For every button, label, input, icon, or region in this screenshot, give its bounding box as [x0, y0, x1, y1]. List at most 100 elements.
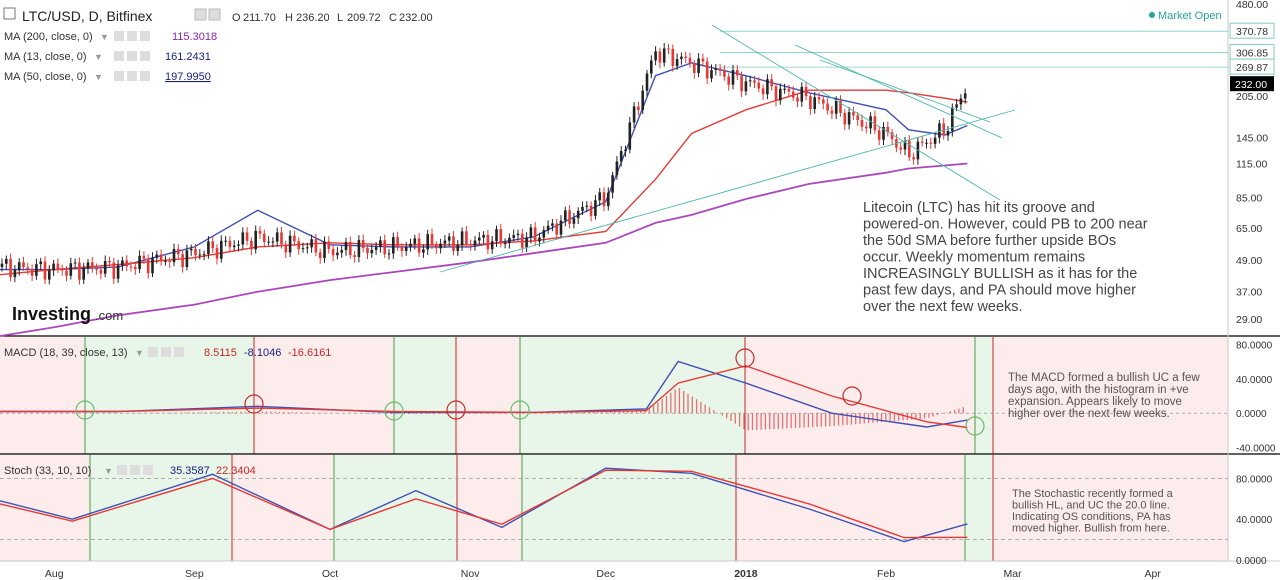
macd-annotation: The MACD formed a bullish UC a few days a…: [1008, 372, 1200, 420]
time-tick-label: Apr: [1145, 568, 1162, 580]
candle-body: [318, 252, 322, 259]
candle-body: [443, 240, 447, 244]
candle-body: [890, 132, 894, 140]
price-tick-label: 205.00: [1236, 91, 1268, 103]
header-settings-icons[interactable]: [194, 8, 221, 21]
stoch-panel: [0, 467, 1228, 543]
candle-body: [172, 249, 176, 263]
candle-body: [903, 140, 907, 150]
candle-body: [817, 97, 821, 100]
candle-body: [594, 200, 597, 216]
macd-zone: [975, 337, 993, 454]
annotation-line: the 50d SMA before further upside BOs: [863, 233, 1116, 249]
candle-body: [374, 247, 378, 250]
candle-body: [164, 260, 167, 262]
candle-body: [336, 252, 339, 256]
ma50-label[interactable]: MA (50, close, 0): [4, 71, 87, 83]
candle-body: [439, 243, 442, 249]
candle-body: [392, 237, 395, 254]
macd-settings-icons[interactable]: [148, 347, 184, 357]
signal-zones: [0, 337, 1228, 561]
candle-body: [357, 239, 361, 258]
candle-body: [611, 175, 614, 193]
candle-body: [228, 240, 232, 248]
stoch-settings-icons[interactable]: [117, 465, 153, 475]
ma50-value: 197.9950: [165, 71, 211, 83]
candle-body: [873, 116, 877, 131]
crossover-marker: [735, 348, 755, 368]
candle-body: [134, 266, 137, 270]
level-badge: [1229, 22, 1275, 39]
candle-body: [572, 218, 576, 224]
macd-tick-label: 80.0000: [1236, 340, 1273, 351]
annotation-line: over the next few weeks.: [863, 299, 1023, 315]
candle-body: [865, 126, 868, 129]
candle-body: [568, 210, 571, 224]
chevron-down-icon[interactable]: ▼: [94, 52, 103, 62]
candle-body: [215, 248, 219, 259]
stoch-tick-label: 40.0000: [1236, 515, 1273, 526]
chevron-down-icon[interactable]: ▼: [94, 72, 103, 82]
candle-body: [456, 245, 460, 251]
candle-body: [478, 237, 481, 241]
candle-body: [546, 225, 550, 231]
stoch-axis: 80.0000 40.0000 0.0000: [1236, 474, 1273, 567]
macd-axis: 80.0000 40.0000 0.0000 -40.0000: [1236, 340, 1276, 454]
candle-body: [774, 86, 778, 101]
candle-body: [736, 70, 739, 76]
annotation-line: Litecoin (LTC) has hit its groove and: [863, 200, 1095, 216]
candle-body: [48, 270, 51, 280]
market-status: Market Open: [1158, 10, 1222, 22]
annotation-line: powered-on. However, could PB to 200 nea…: [863, 217, 1148, 233]
candle-body: [671, 48, 675, 67]
candle-body: [43, 261, 47, 280]
ma13-label[interactable]: MA (13, close, 0): [4, 51, 87, 63]
candle-body: [942, 123, 945, 136]
annotation-line: The Stochastic recently formed a: [1012, 488, 1174, 500]
candle-body: [723, 70, 726, 77]
ma200-label[interactable]: MA (200, close, 0): [4, 31, 93, 43]
candle-body: [809, 96, 812, 109]
chevron-down-icon[interactable]: ▼: [100, 32, 109, 42]
candle-body: [207, 241, 210, 255]
macd-tick-label: 40.0000: [1236, 375, 1273, 386]
candle-body: [512, 235, 515, 238]
candle-body: [189, 248, 193, 251]
candle-body: [293, 235, 296, 242]
chevron-down-icon[interactable]: ▼: [135, 348, 144, 358]
candle-body: [959, 98, 963, 105]
stoch-d-line: [0, 469, 968, 539]
ma13-settings-icons[interactable]: [114, 51, 150, 61]
candle-body: [559, 220, 563, 235]
candle-body: [146, 258, 150, 274]
candle-body: [946, 130, 950, 136]
candle-body: [73, 262, 77, 264]
candle-body: [602, 192, 606, 207]
candle-body: [366, 248, 369, 254]
stoch-label[interactable]: Stoch (33, 10, 10): [4, 465, 91, 477]
ma200-settings-icons[interactable]: [114, 31, 150, 41]
candle-body: [396, 237, 399, 247]
candle-body: [323, 241, 326, 259]
time-tick-label: Aug: [45, 568, 64, 580]
chart-header: LTC/USD, D, Bitfinex O 211.70 H 236.20 L…: [3, 7, 1222, 24]
stoch-zone: [457, 455, 522, 561]
candle-body: [525, 237, 528, 248]
collapse-icon[interactable]: [3, 7, 16, 20]
candle-body: [452, 236, 455, 251]
logo-suffix: .com: [95, 308, 123, 323]
candle-body: [761, 88, 765, 95]
annotation-line: moved higher. Bullish from here.: [1012, 523, 1170, 535]
candles: [0, 42, 967, 285]
candle-body: [645, 73, 649, 91]
ma50-settings-icons[interactable]: [114, 71, 150, 81]
macd-label[interactable]: MACD (18, 39, close, 13): [4, 347, 128, 359]
candle-body: [963, 93, 967, 99]
chevron-down-icon[interactable]: ▼: [104, 466, 113, 476]
time-tick-label: 2018: [734, 568, 758, 580]
crossover-marker: [75, 400, 95, 420]
candle-body: [108, 260, 111, 263]
price-tick-label: 269.87: [1236, 62, 1268, 74]
stoch-annotation: The Stochastic recently formed a bullish …: [1012, 488, 1174, 535]
